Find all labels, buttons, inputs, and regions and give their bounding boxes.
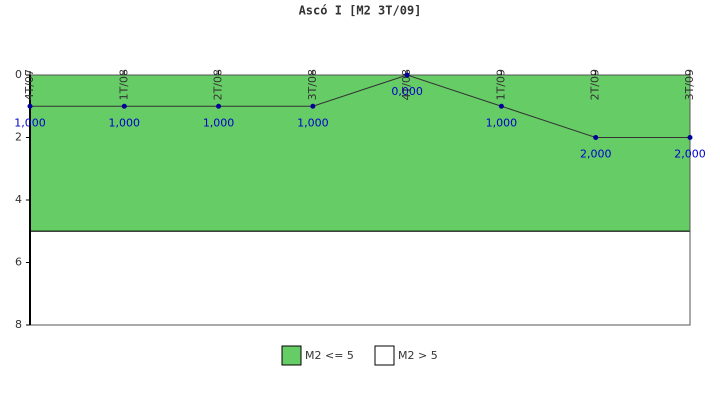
chart-title: Ascó I [M2 3T/09]: [299, 4, 422, 18]
data-point: [121, 103, 127, 109]
x-tick-label: 3T/08: [306, 69, 319, 100]
x-tick-label: 1T/08: [117, 69, 130, 100]
data-point: [593, 135, 599, 140]
data-point: [27, 103, 33, 109]
data-point: [498, 103, 504, 109]
data-point: [310, 103, 316, 109]
y-tick-label: 4: [15, 193, 22, 206]
band: [29, 74, 691, 232]
data-label: 1,000: [486, 116, 518, 129]
x-tick-label: 4T/08: [400, 69, 413, 100]
x-tick-label: 3T/09: [683, 69, 696, 100]
legend-swatch: [374, 345, 395, 366]
data-label: 2,000: [580, 148, 612, 161]
legend-label: M2 <= 5: [305, 349, 354, 362]
data-label: 0,000: [391, 85, 423, 98]
x-tick-label: 2T/09: [589, 69, 602, 100]
legend-label: M2 > 5: [398, 349, 438, 362]
band: [29, 230, 691, 326]
legend-swatch: [281, 345, 302, 366]
data-point: [216, 103, 222, 109]
data-label: 1,000: [109, 116, 141, 129]
data-point: [404, 72, 410, 78]
x-tick-label: 1T/09: [494, 69, 507, 100]
data-label: 1,000: [14, 116, 46, 129]
y-tick-label: 6: [15, 256, 22, 269]
data-label: 2,000: [674, 148, 706, 161]
data-point: [687, 135, 693, 140]
y-tick-label: 2: [15, 131, 22, 144]
x-tick-label: 2T/08: [212, 69, 225, 100]
series-line: [30, 74, 690, 138]
x-tick-label: 4T/07: [23, 69, 36, 100]
data-label: 1,000: [297, 116, 329, 129]
y-tick-label: 0: [15, 68, 22, 81]
y-tick-label: 8: [15, 318, 22, 331]
data-label: 1,000: [203, 116, 235, 129]
